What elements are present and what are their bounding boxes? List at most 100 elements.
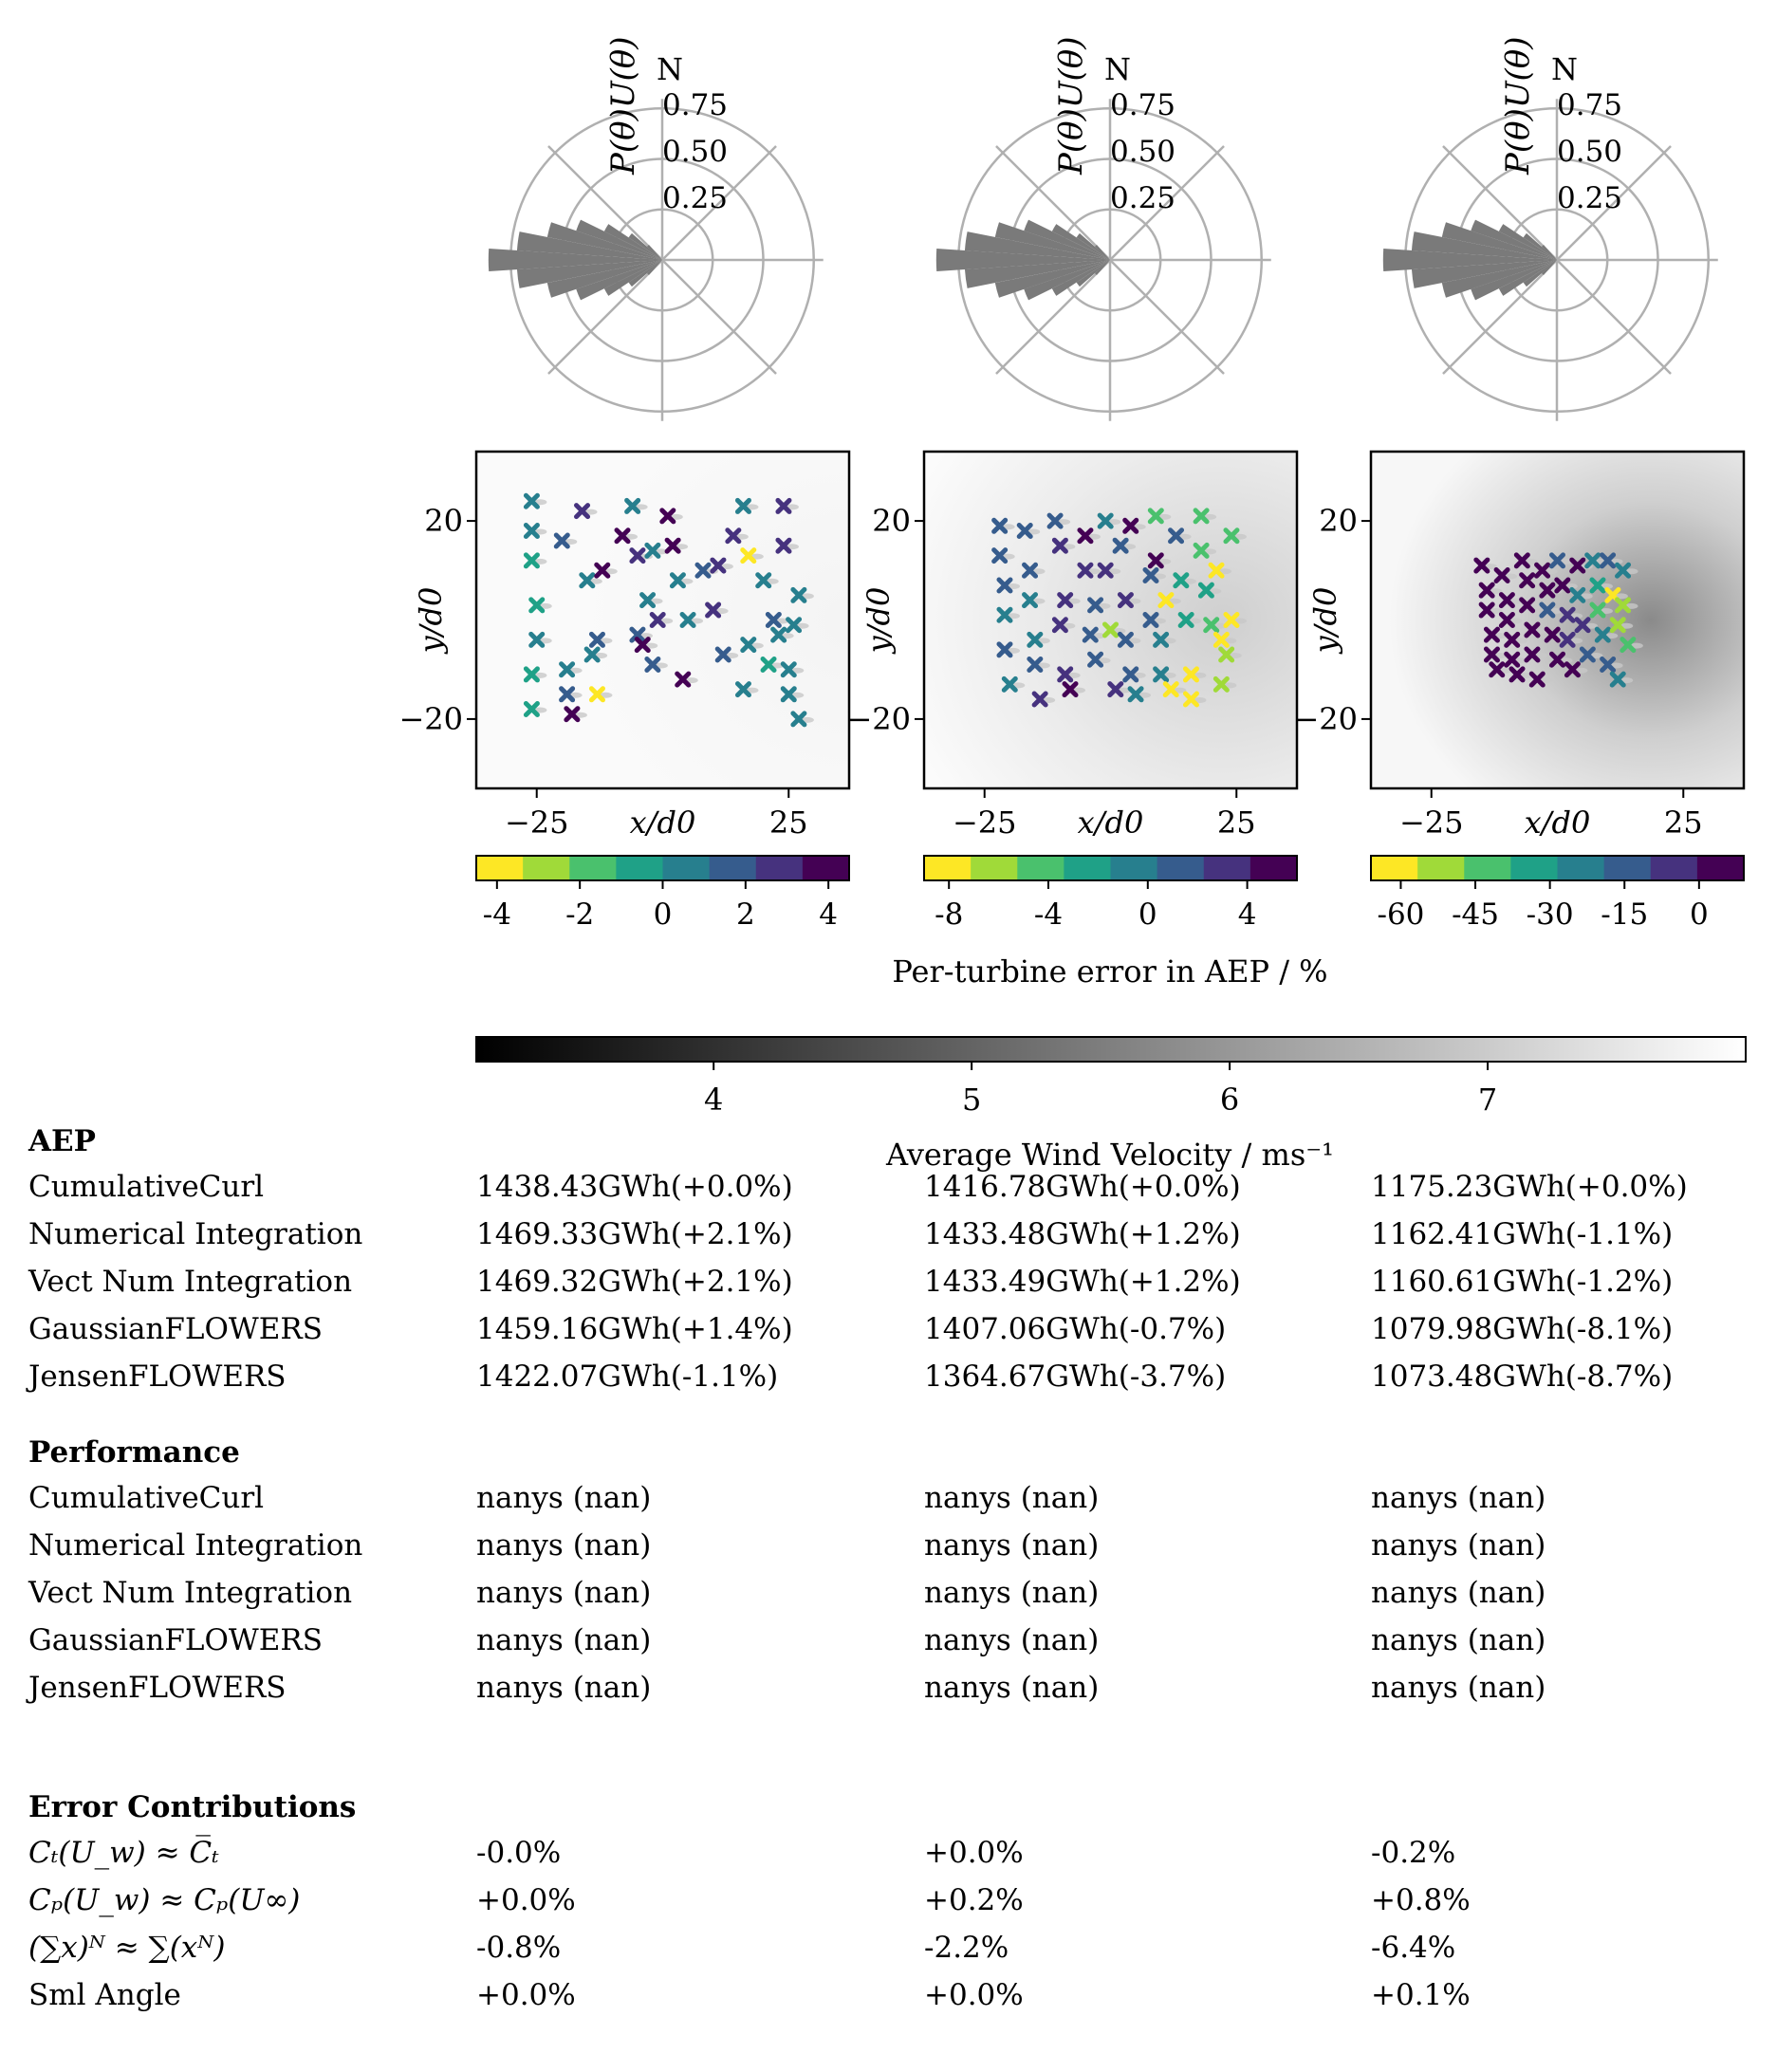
turbine-marker-stroke [523,492,540,509]
table-row-label: JensenFLOWERS [28,1671,287,1705]
turbine-marker-stroke [553,532,570,549]
axes-frame [1369,450,1746,790]
turbine-marker [1554,577,1571,594]
turbine-marker-stroke [1620,637,1637,654]
windrose-radial-tick: 0.25 [1110,181,1175,215]
turbine-marker-stroke [1087,651,1104,668]
table-cell: 1079.98GWh(-8.1%) [1371,1312,1674,1346]
turbine-marker [1223,527,1240,545]
turbine-marker [1549,552,1565,569]
turbine-marker-stroke [1212,675,1230,693]
turbine-marker [1600,552,1617,569]
colorbar-tick-label: 0 [1690,897,1709,932]
turbine-marker [1509,666,1526,683]
table-cell: 1469.33GWh(+2.1%) [476,1217,793,1251]
turbine-marker [1147,508,1164,525]
turbine-marker-stroke [1594,626,1611,643]
colorbar-segment [1017,856,1064,880]
table-cell: 1422.07GWh(-1.1%) [476,1360,779,1394]
table-row-label: Numerical Integration [28,1528,363,1563]
turbine-marker-stroke [649,612,666,628]
windrose-bar [646,244,662,260]
scatter-panel-3: −25 25 20 −20 x/d0 y/d0 [1293,450,1746,841]
turbine-marker-stroke [790,586,807,603]
turbine-marker [786,617,803,634]
turbine-marker-stroke [1223,527,1240,545]
table-cell: nanys (nan) [1371,1623,1546,1657]
turbine-marker [694,562,712,579]
velocity-colorbar-label: Average Wind Velocity / ms⁻¹ [885,1137,1334,1173]
turbine-marker [1127,686,1144,703]
colorbar-segment [662,856,711,880]
x-tick-label: −25 [953,805,1017,841]
windrose-radial-tick: 0.50 [1110,135,1175,169]
windrose-bar [1523,260,1557,287]
table-row-label: JensenFLOWERS [28,1360,287,1394]
colorbar-segment [523,856,570,880]
turbine-marker [1051,537,1068,554]
turbine-marker-stroke [1057,592,1074,609]
turbine-marker [1620,637,1637,654]
turbine-marker [734,681,751,698]
turbine-marker-stroke [1498,592,1515,609]
turbine-marker [1609,617,1626,634]
table-cell: nanys (nan) [924,1576,1100,1610]
turbine-marker-stroke [996,641,1013,658]
windrose-bar [546,260,662,298]
velocity-tick-label: 5 [962,1082,981,1118]
turbine-marker-stroke [1031,691,1048,708]
turbine-marker [1589,601,1606,619]
colorbar-tick-label: -45 [1452,897,1499,932]
turbine-marker-stroke [1524,621,1541,638]
windrose-bar [1382,249,1557,271]
table-cell: 1162.41GWh(-1.1%) [1371,1217,1674,1251]
turbine-marker-stroke [740,637,757,654]
turbine-marker [1182,691,1199,708]
turbine-marker [1087,597,1104,614]
table-cell: +0.0% [476,1978,576,2012]
windrose-grid-spoke [661,259,777,375]
turbine-marker-stroke [583,646,601,663]
turbine-marker-stroke [1549,552,1565,569]
turbine-marker-stroke [523,552,540,569]
table-row-label: CumulativeCurl [28,1170,265,1204]
turbine-marker [1203,617,1220,634]
table-row-label: Numerical Integration [28,1217,363,1251]
turbine-marker [1193,542,1210,559]
turbine-marker [669,572,686,589]
x-tick-label: 25 [1217,805,1256,841]
table-row-label: Vect Num Integration [28,1265,353,1299]
x-tick-label: −25 [505,805,569,841]
turbine-marker [523,523,540,540]
turbine-marker-stroke [1107,681,1124,698]
axes-frame [474,450,851,790]
windrose-radial-tick: 0.25 [662,181,728,215]
windrose-grid-spoke [1556,259,1672,375]
colorbar-segment [802,856,850,880]
table-cell: -2.2% [924,1931,1009,1965]
turbine-marker [574,503,591,520]
colorbar-segment [616,856,663,880]
turbine-marker [1544,626,1561,643]
turbine-marker-stroke [659,508,676,525]
turbine-marker-stroke [1489,661,1506,678]
turbine-marker-stroke [790,711,807,728]
table-cell: nanys (nan) [476,1623,652,1657]
turbine-marker [1519,572,1536,589]
windrose-bar [1411,260,1557,288]
turbine-marker [1022,562,1039,579]
velocity-colorbar [475,1036,1747,1063]
turbine-marker [1223,612,1240,628]
turbine-marker-stroke [1177,612,1194,628]
turbine-marker-stroke [629,547,646,564]
table-title: AEP [28,1124,96,1158]
windrose-bar [546,222,662,260]
turbine-marker [1589,577,1606,594]
windrose-bar [1024,260,1110,301]
windrose-grid-spoke [995,145,1111,261]
turbine-marker [1549,651,1565,668]
velocity-tick-label: 6 [1220,1082,1239,1118]
turbine-marker [1046,512,1064,529]
turbine-marker-stroke [559,686,576,703]
colorbar-segment [1157,856,1205,880]
